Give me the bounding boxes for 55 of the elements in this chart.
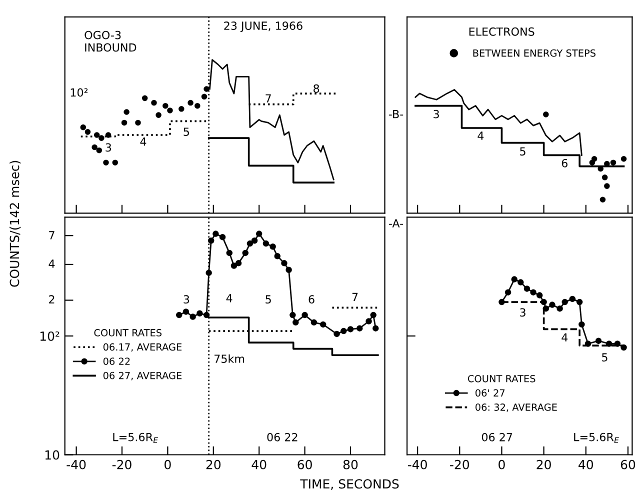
text: -A- <box>388 219 404 228</box>
annotation: 75km <box>214 354 244 363</box>
annotation: 5 <box>520 147 526 156</box>
x-axis-title: TIME, SECONDS <box>300 479 399 490</box>
annotation: 6 <box>562 158 568 168</box>
text: 23 JUNE, 1966 <box>224 22 302 32</box>
annotation: 4 <box>226 294 232 302</box>
x-tick-label: -40 <box>66 460 86 470</box>
annotation: L=5.6R$_{E}$ <box>113 432 158 443</box>
x-tick-label: -40 <box>408 460 427 470</box>
legend-label: 06: 32, AVERAGE <box>476 404 557 412</box>
annotation: 5 <box>184 128 189 136</box>
legend-label: BETWEEN ENERGY STEPS <box>473 49 596 57</box>
annotation: 3 <box>184 295 190 304</box>
annotation: 7 <box>266 94 271 102</box>
annotation: 4 <box>478 132 484 140</box>
x-tick-label: 60 <box>620 460 636 470</box>
x-tick-label: 20 <box>206 460 221 470</box>
x-tick-label: 60 <box>298 460 312 470</box>
annotation: 6 <box>308 295 314 304</box>
legend-title: COUNT RATES <box>468 374 536 382</box>
legend-label: 06 22 <box>103 358 130 365</box>
annotation: 8 <box>314 84 320 93</box>
text: -B- <box>388 110 404 118</box>
text: OGO-3 INBOUND <box>84 30 136 52</box>
y-tick-label: 10 <box>45 450 60 460</box>
text: 2 <box>49 295 54 304</box>
x-tick-label: 0 <box>498 460 505 470</box>
x-tick-label: 80 <box>343 460 358 470</box>
y-axis-title: COUNTS/(142 msec) <box>10 160 21 287</box>
x-tick-label: 40 <box>252 460 266 470</box>
x-tick-label: -20 <box>450 460 470 470</box>
x-tick-label: 0 <box>164 460 171 470</box>
annotation: 4 <box>562 333 568 342</box>
annotation: 7 <box>352 292 358 302</box>
x-tick-label: 40 <box>578 460 594 470</box>
x-tick-label: -20 <box>112 460 132 470</box>
annotation: 3 <box>520 308 526 317</box>
text: 4 <box>48 260 55 268</box>
annotation: 3 <box>106 143 112 152</box>
legend-title: COUNT RATES <box>94 329 162 336</box>
annotation: 4 <box>140 138 146 146</box>
annotation: 5 <box>602 353 608 362</box>
annotation: 10² <box>70 88 88 97</box>
annotation: 06 22 <box>267 432 298 442</box>
annotation: 06 27 <box>482 432 512 442</box>
text: ELECTRONS <box>469 27 534 36</box>
legend-label: 06' 27 <box>476 389 505 397</box>
annotation: 3 <box>434 110 439 118</box>
legend-label: 06 27, AVERAGE <box>103 372 182 380</box>
x-tick-label: 20 <box>536 460 551 470</box>
annotation: L=5.6R$_{E}$ <box>574 432 619 443</box>
legend-label: 06.17, AVERAGE <box>103 343 182 352</box>
annotation: 5 <box>266 295 271 304</box>
text: 7 <box>49 231 54 240</box>
